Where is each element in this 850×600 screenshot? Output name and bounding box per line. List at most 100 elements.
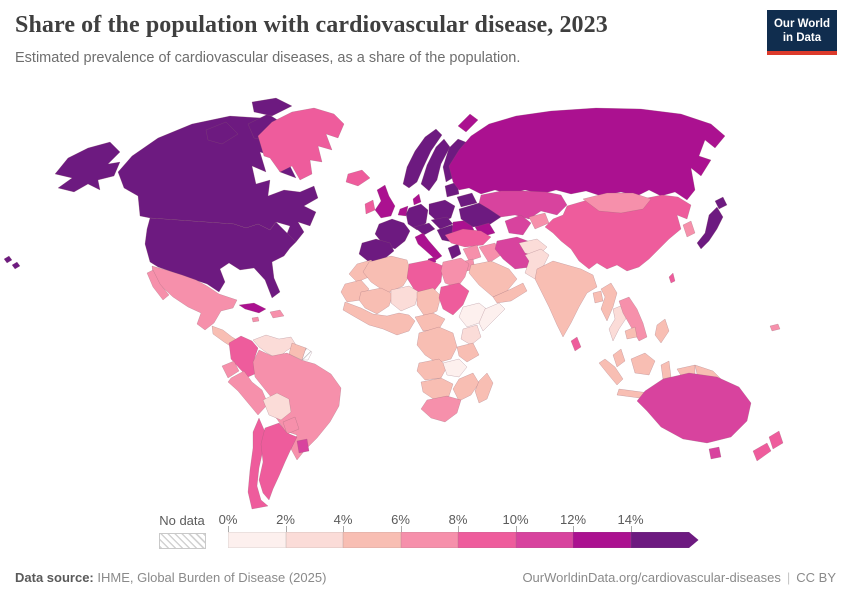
country-sri-lanka[interactable] xyxy=(570,336,582,352)
country-madagascar[interactable] xyxy=(474,372,494,404)
country-argentina[interactable] xyxy=(258,422,298,501)
country-south-africa[interactable] xyxy=(420,395,462,423)
country-uruguay[interactable] xyxy=(296,438,310,454)
country-mali[interactable] xyxy=(358,287,394,315)
country-zambia[interactable] xyxy=(442,358,468,378)
country-jamaica[interactable] xyxy=(251,316,260,323)
country-mongolia[interactable] xyxy=(582,192,652,214)
country-indonesia-sulawesi[interactable] xyxy=(660,360,672,380)
country-russia[interactable] xyxy=(448,107,726,201)
country-denmark[interactable] xyxy=(412,193,422,206)
country-kazakhstan[interactable] xyxy=(478,190,568,220)
country-yemen-oman[interactable] xyxy=(492,282,528,304)
country-hawaii-2[interactable] xyxy=(11,261,21,270)
country-taiwan[interactable] xyxy=(668,272,676,284)
country-brazil[interactable] xyxy=(252,349,342,461)
owid-logo-line2: in Data xyxy=(782,32,822,45)
country-spain-portugal[interactable] xyxy=(358,238,395,263)
country-netherlands-belgium[interactable] xyxy=(397,205,409,217)
legend-tick-label: 12% xyxy=(559,512,587,527)
legend-tick-label: 4% xyxy=(333,512,353,527)
country-indonesia-borneo[interactable] xyxy=(630,352,656,376)
country-japan[interactable] xyxy=(696,206,724,250)
country-peru[interactable] xyxy=(227,370,269,416)
country-tanzania[interactable] xyxy=(456,342,480,363)
country-cuba[interactable] xyxy=(238,302,267,314)
country-canada-ellesmere-island[interactable] xyxy=(251,97,293,117)
country-chad[interactable] xyxy=(416,287,442,318)
country-nepal-bangladesh[interactable] xyxy=(592,290,604,304)
owid-logo[interactable]: Our World in Data xyxy=(766,10,837,55)
country-greece[interactable] xyxy=(447,243,462,260)
country-japan-hokkaido[interactable] xyxy=(714,196,728,210)
country-united-states-alaska[interactable] xyxy=(54,141,121,193)
country-poland[interactable] xyxy=(428,199,456,224)
country-ireland[interactable] xyxy=(364,199,376,215)
country-cameroon-car[interactable] xyxy=(414,312,446,332)
country-canada-victoria-island[interactable] xyxy=(205,121,239,145)
country-kenya-uganda[interactable] xyxy=(460,324,482,346)
legend-tick xyxy=(573,526,574,532)
country-iceland[interactable] xyxy=(345,169,371,187)
country-somalia[interactable] xyxy=(478,302,506,332)
legend-segment-10-12[interactable] xyxy=(515,532,573,548)
country-egypt[interactable] xyxy=(440,257,470,289)
legend-no-data-swatch[interactable] xyxy=(159,533,206,549)
legend-segment-6-8[interactable] xyxy=(400,532,458,548)
country-greenland[interactable] xyxy=(257,107,345,181)
legend-segment-14-plus[interactable] xyxy=(630,532,699,548)
country-hispaniola[interactable] xyxy=(269,309,285,319)
country-namibia-botswana[interactable] xyxy=(420,377,454,401)
country-malaysia[interactable] xyxy=(612,348,626,368)
country-mexico-baja[interactable] xyxy=(146,269,170,301)
country-hawaii-1[interactable] xyxy=(3,255,13,264)
country-philippines[interactable] xyxy=(654,318,670,344)
country-united-states[interactable] xyxy=(144,217,297,299)
country-paraguay[interactable] xyxy=(282,416,300,435)
country-cambodia[interactable] xyxy=(624,326,638,340)
country-indonesia-sumatra[interactable] xyxy=(598,358,624,386)
country-laos-vietnam[interactable] xyxy=(618,296,648,342)
country-sudan[interactable] xyxy=(438,282,470,316)
country-baltic-states[interactable] xyxy=(444,181,460,198)
country-india[interactable] xyxy=(534,260,598,338)
country-russia-novaya-zemlya[interactable] xyxy=(457,113,479,133)
legend-segment-12-14[interactable] xyxy=(573,532,631,548)
legend-segment-0-2[interactable] xyxy=(228,532,286,548)
page-subtitle: Estimated prevalence of cardiovascular d… xyxy=(15,50,521,66)
footer-link[interactable]: OurWorldinData.org/cardiovascular-diseas… xyxy=(522,570,781,585)
legend-tick-label: 2% xyxy=(276,512,295,527)
country-australia-tasmania[interactable] xyxy=(708,446,722,460)
country-belarus[interactable] xyxy=(456,192,478,208)
legend-segment-2-4[interactable] xyxy=(285,532,343,548)
country-libya[interactable] xyxy=(406,259,444,296)
legend-segment-4-6[interactable] xyxy=(343,532,401,548)
country-korea[interactable] xyxy=(682,220,696,238)
country-french-guiana[interactable] xyxy=(301,347,313,361)
country-syria-lebanon[interactable] xyxy=(462,244,482,262)
country-italy[interactable] xyxy=(414,232,443,261)
country-angola[interactable] xyxy=(416,358,448,381)
country-dr-congo[interactable] xyxy=(416,326,458,364)
country-algeria[interactable] xyxy=(362,255,412,294)
country-bolivia[interactable] xyxy=(262,392,292,421)
country-china[interactable] xyxy=(544,194,692,272)
country-new-caledonia[interactable] xyxy=(769,323,781,332)
country-mexico[interactable] xyxy=(151,265,238,331)
country-uzbekistan-turkmenistan[interactable] xyxy=(504,214,532,236)
country-switzerland-austria[interactable] xyxy=(413,222,436,236)
country-myanmar[interactable] xyxy=(600,282,618,322)
country-west-africa[interactable] xyxy=(342,301,416,336)
country-new-zealand-north[interactable] xyxy=(768,430,784,450)
world-map xyxy=(3,97,784,510)
legend-no-data-label: No data xyxy=(159,513,205,528)
country-niger[interactable] xyxy=(390,285,420,312)
country-norway[interactable] xyxy=(402,128,443,189)
country-australia[interactable] xyxy=(636,372,752,444)
country-ecuador[interactable] xyxy=(221,360,240,379)
legend-segment-8-10[interactable] xyxy=(458,532,516,548)
country-turkey[interactable] xyxy=(444,228,492,248)
country-zimbabwe-mozambique[interactable] xyxy=(452,372,480,402)
country-new-zealand-south[interactable] xyxy=(752,442,772,462)
country-united-kingdom[interactable] xyxy=(374,184,396,219)
